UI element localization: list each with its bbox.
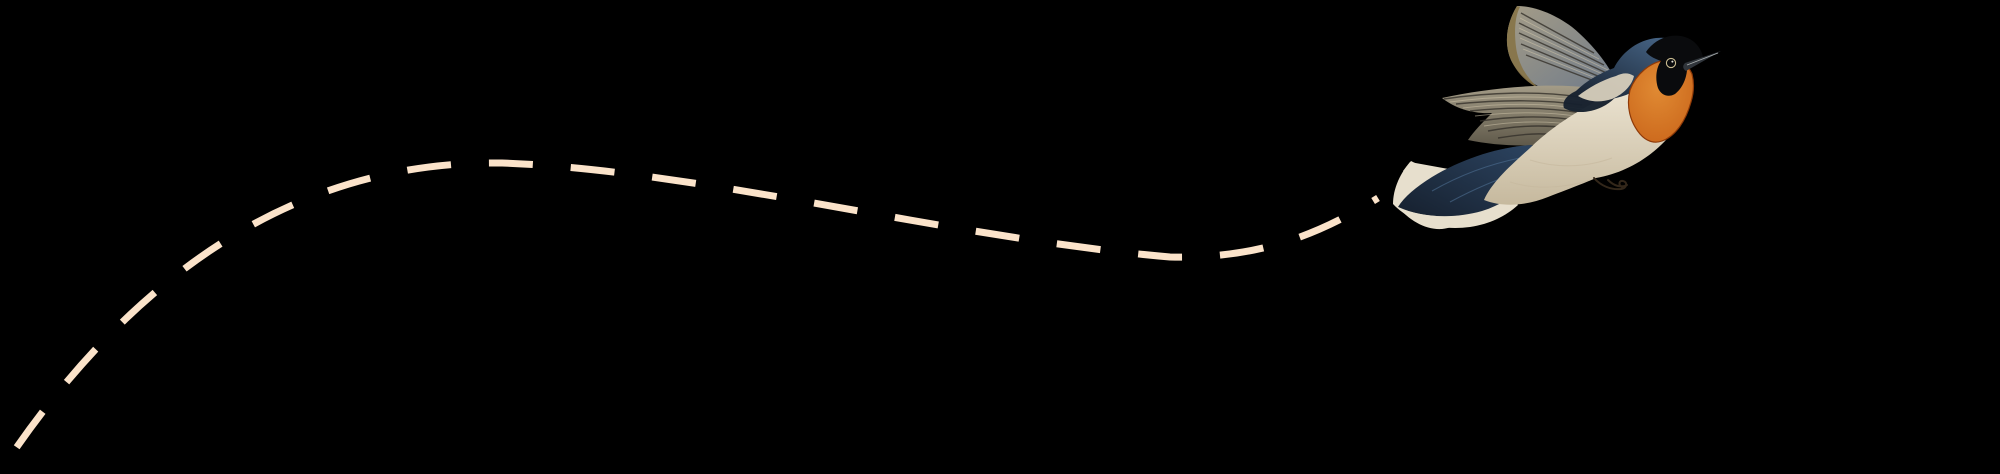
feather-stripe — [1518, 32, 1612, 76]
tail-white-tips — [1398, 207, 1478, 230]
bird-illustration — [1393, 6, 1721, 230]
bird-eye — [1665, 57, 1677, 69]
feather-stripe — [1474, 112, 1583, 118]
feather-stripe — [1519, 17, 1600, 60]
flight-path-dashed-line — [0, 159, 1380, 474]
belly-shading — [1529, 157, 1613, 167]
beak-ridge-line — [1686, 52, 1719, 66]
eye-highlight — [1671, 60, 1674, 63]
beak-shape — [1683, 51, 1721, 71]
belly-shading — [1509, 179, 1591, 188]
feather-stripe — [1520, 12, 1595, 54]
eye-ring — [1665, 57, 1677, 69]
feather-stripe — [1443, 92, 1581, 100]
feather-stripe — [1519, 37, 1615, 80]
feather-stripe — [1431, 157, 1521, 192]
foot-curl — [1607, 179, 1628, 188]
tail-white-notch — [1403, 161, 1427, 181]
eye-pupil — [1667, 59, 1675, 67]
feather-stripe — [1518, 22, 1605, 66]
feather-stripe — [1469, 107, 1584, 114]
far-wing-leading-edge — [1506, 6, 1540, 89]
bird-shoulder-patch — [1578, 73, 1634, 102]
feather-stripe — [1518, 27, 1609, 71]
bird-beak — [1683, 51, 1721, 71]
bird-feet — [1593, 177, 1628, 191]
far-wing-shape — [1506, 6, 1620, 94]
